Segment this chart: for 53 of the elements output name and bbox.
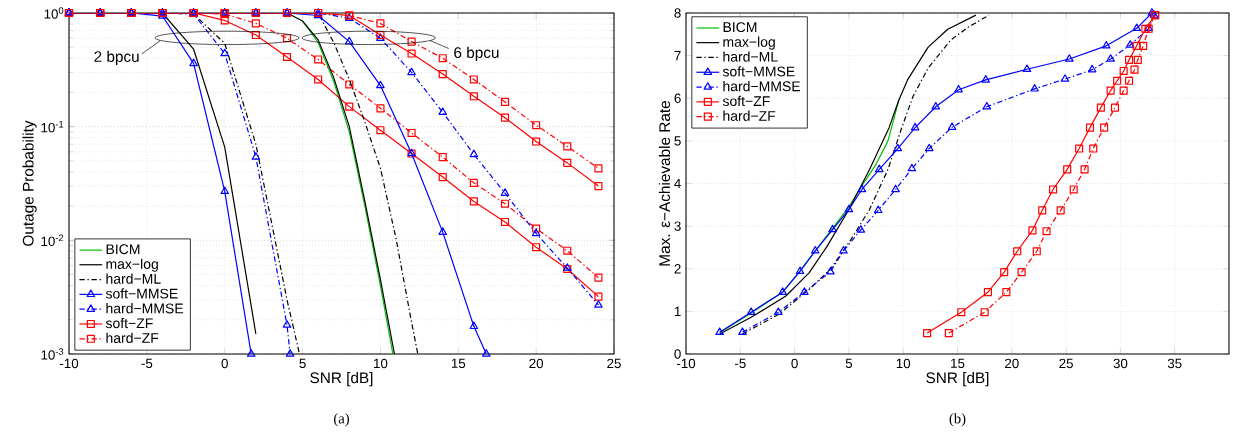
y-axis-title: Max. ε−Achievable Rate: [658, 101, 671, 266]
text: (a): [334, 413, 350, 427]
legend-label: hard−MMSE: [106, 303, 184, 314]
y-tick-label: 7: [674, 51, 681, 61]
legend-label: hard−MMSE: [723, 81, 801, 92]
y-tick-label: 4: [674, 178, 681, 189]
y-tick-label: 5: [674, 136, 681, 146]
x-tick-label: -10: [59, 358, 79, 369]
y-axis-title: Outage Probability: [22, 120, 37, 246]
legend-label: max−log: [723, 36, 775, 50]
legend-label: hard−ZF: [723, 110, 776, 121]
x-tick-label: -5: [734, 358, 746, 368]
x-axis-title: SNR [dB]: [310, 371, 373, 387]
x-tick-label: 0: [791, 358, 798, 369]
legend-label: soft−MMSE: [105, 288, 178, 299]
legend-label: hard−ZF: [106, 332, 159, 343]
x-tick-label: 20: [1005, 358, 1019, 369]
legend-label: hard−ML: [106, 273, 161, 284]
legend-label: BICM: [723, 22, 757, 33]
x-tick-label: 35: [1167, 358, 1182, 369]
x-tick-label: 15: [451, 358, 466, 368]
text: (b): [949, 413, 966, 427]
annotation: 2 bpcu: [94, 50, 139, 66]
x-tick-label: -10: [676, 358, 696, 369]
x-tick-label: 25: [1059, 358, 1073, 369]
legend-label: soft−ZF: [722, 95, 770, 107]
x-tick-label: 25: [607, 358, 621, 369]
x-axis-title: SNR [dB]: [926, 371, 989, 387]
y-tick-label: 10$^{0}$: [44, 7, 64, 19]
legend-label: soft−MMSE: [722, 66, 795, 77]
legend-label: BICM: [106, 244, 140, 255]
annotation: 6 bpcu: [454, 46, 499, 62]
y-tick-label: 3: [674, 221, 681, 231]
x-tick-label: 20: [529, 358, 544, 369]
x-tick-label: 30: [1113, 358, 1128, 369]
y-tick-label: 2: [674, 264, 681, 274]
y-tick-label: 1: [674, 306, 681, 316]
x-tick-label: 5: [299, 358, 306, 368]
legend-label: soft−ZF: [105, 317, 153, 329]
y-tick-label: 8: [674, 8, 681, 18]
y-tick-label: 0: [674, 349, 681, 359]
y-tick-label: 10$^{-1}$: [41, 120, 64, 133]
x-tick-label: 5: [845, 358, 853, 368]
x-tick-label: 0: [221, 358, 228, 369]
y-tick-label: 10$^{-2}$: [41, 234, 64, 247]
x-tick-label: 15: [951, 358, 965, 368]
x-tick-label: 10: [896, 358, 911, 369]
x-tick-label: 10: [374, 358, 388, 369]
x-tick-label: -5: [141, 358, 153, 368]
y-tick-label: 10$^{-3}$: [41, 348, 64, 360]
y-tick-label: 6: [674, 93, 681, 103]
legend-label: max−log: [106, 258, 158, 272]
legend-label: hard−ML: [723, 51, 778, 62]
